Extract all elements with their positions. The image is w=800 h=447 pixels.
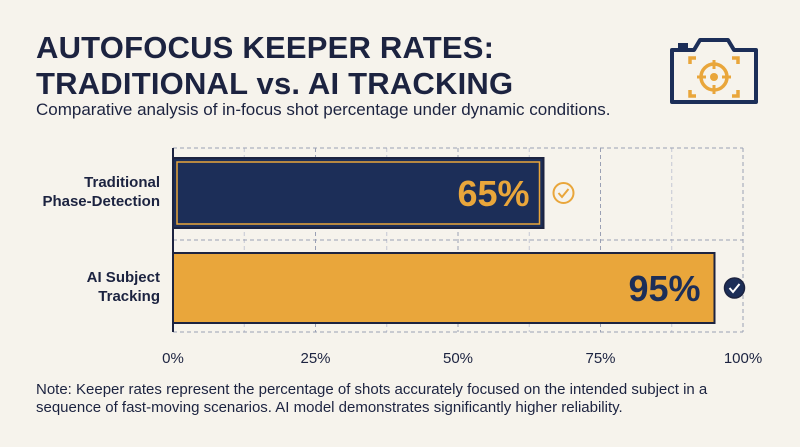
bar-inner-border — [176, 161, 541, 225]
category-label: AI Subject — [87, 269, 160, 286]
bar — [172, 252, 716, 324]
title-line-2: TRADITIONAL vs. AI TRACKING — [36, 66, 514, 101]
x-tick-label: 100% — [724, 350, 762, 367]
check-mark — [557, 188, 570, 199]
category-label: Phase-Detection — [42, 193, 160, 210]
category-label: Tracking — [98, 288, 160, 305]
title-line-1: AUTOFOCUS KEEPER RATES: — [36, 30, 495, 65]
check-circle-icon — [552, 182, 575, 204]
chart-subtitle: Comparative analysis of in-focus shot pe… — [36, 100, 611, 119]
x-tick-label: 50% — [443, 350, 473, 367]
data-label: 95% — [628, 268, 700, 309]
chart-title: AUTOFOCUS KEEPER RATES: TRADITIONAL vs. … — [36, 30, 513, 102]
check-circle-fill — [723, 277, 746, 299]
camera-focus-icon — [670, 38, 758, 104]
check-circle-outline — [552, 182, 575, 204]
x-tick-label: 0% — [162, 350, 184, 367]
category-label: Traditional — [84, 174, 160, 191]
x-tick-label: 75% — [585, 350, 615, 367]
check-mark — [728, 283, 741, 294]
x-tick-label: 25% — [300, 350, 330, 367]
check-circle-icon — [723, 277, 746, 299]
footnote: Note: Keeper rates represent the percent… — [36, 381, 708, 416]
bar — [172, 157, 545, 229]
data-label: 65% — [457, 173, 529, 214]
